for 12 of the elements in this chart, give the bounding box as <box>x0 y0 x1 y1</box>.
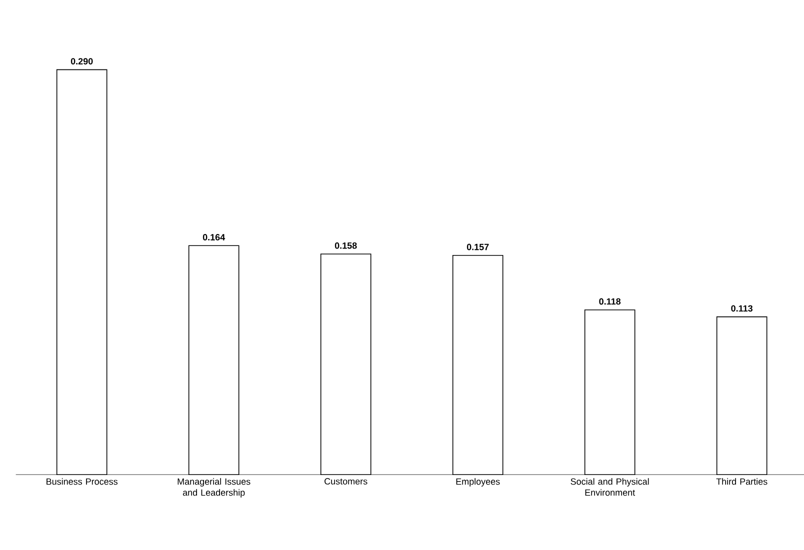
data-label: 0.157 <box>466 244 489 250</box>
data-label: 0.158 <box>334 242 357 249</box>
x-tick-label: Managerial Issues and Leadership <box>178 478 250 498</box>
x-tick-label: Business Process <box>46 478 118 485</box>
x-tick-label: Social and Physical Environment <box>570 478 649 496</box>
data-label: 0.113 <box>731 305 753 312</box>
data-label: 0.164 <box>202 234 226 240</box>
x-tick-label: Third Parties <box>716 478 768 485</box>
data-label: 0.290 <box>70 58 93 64</box>
data-label: 0.118 <box>599 298 621 305</box>
x-tick-label: Employees <box>456 478 500 487</box>
x-tick-label: Customers <box>324 478 368 485</box>
